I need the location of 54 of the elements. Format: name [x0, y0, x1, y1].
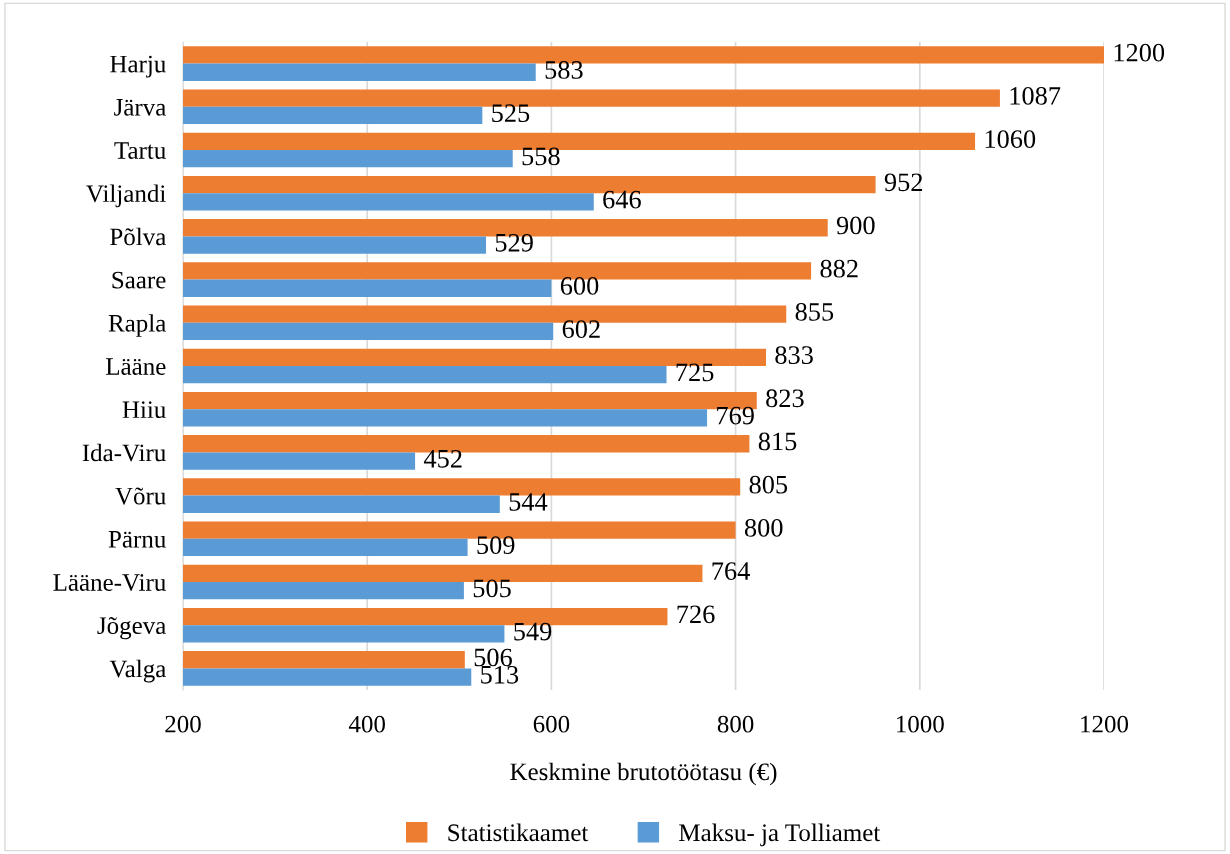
- data-label: 513: [481, 665, 519, 684]
- y-tick-label: Põlva: [110, 227, 166, 246]
- data-label: 452: [423, 449, 462, 468]
- y-tick-label: Järva: [114, 99, 166, 116]
- data-label: 805: [749, 475, 788, 494]
- x-tick-label: 600: [533, 715, 570, 733]
- y-tick-label: Hiiu: [122, 401, 166, 419]
- data-label: 600: [560, 277, 599, 295]
- y-tick-label: Harju: [110, 55, 166, 78]
- data-label: 882: [820, 259, 858, 278]
- data-label: 1200: [1114, 43, 1165, 62]
- y-tick-label: Pärnu: [108, 531, 166, 548]
- x-tick-label: 400: [348, 715, 385, 733]
- y-tick-label: Viljandi: [86, 184, 166, 208]
- data-label: 583: [545, 61, 583, 79]
- data-label: 1087: [1010, 86, 1061, 105]
- data-label: 726: [677, 605, 715, 624]
- data-label: 769: [717, 406, 754, 425]
- data-label: 506: [474, 648, 512, 667]
- y-tick-label: Tartu: [114, 142, 166, 159]
- x-tick-label: 200: [165, 715, 201, 733]
- data-label: 952: [884, 173, 923, 192]
- y-tick-label: Ida-Viru: [82, 443, 166, 462]
- data-label: 764: [712, 562, 750, 580]
- data-label: 900: [836, 216, 875, 235]
- data-label: 815: [758, 432, 797, 451]
- x-axis-title: Keskmine brutotöötasu (€): [510, 762, 777, 786]
- data-label: 529: [495, 233, 533, 252]
- legend-label: Maksu- ja Tolliamet: [679, 823, 881, 847]
- data-label: 725: [676, 363, 714, 382]
- y-tick-label: Lääne: [105, 358, 166, 375]
- data-label: 602: [562, 320, 600, 339]
- x-tick-label: 800: [717, 715, 754, 733]
- data-label: 833: [775, 346, 813, 364]
- data-label: 823: [766, 389, 804, 408]
- data-label: 549: [514, 622, 552, 641]
- y-tick-label: Lääne-Viru: [53, 574, 166, 592]
- data-label: 509: [477, 536, 515, 555]
- y-tick-label: Saare: [112, 271, 166, 289]
- y-tick-label: Rapla: [108, 314, 166, 337]
- data-label: 505: [473, 579, 511, 598]
- y-tick-label: Jõgeva: [97, 616, 166, 640]
- x-tick-label: 1000: [897, 715, 944, 733]
- data-label: 855: [795, 302, 834, 321]
- y-tick-label: Võru: [115, 487, 166, 505]
- y-tick-label: Valga: [109, 659, 166, 683]
- data-label: 646: [603, 190, 641, 209]
- x-tick-label: 1200: [1081, 715, 1129, 733]
- data-label: 525: [492, 104, 530, 123]
- data-label: 558: [522, 147, 560, 166]
- legend-label: Statistikaamet: [448, 823, 589, 842]
- data-label: 544: [509, 493, 548, 511]
- data-label: 800: [744, 518, 783, 537]
- data-label: 1060: [985, 130, 1036, 148]
